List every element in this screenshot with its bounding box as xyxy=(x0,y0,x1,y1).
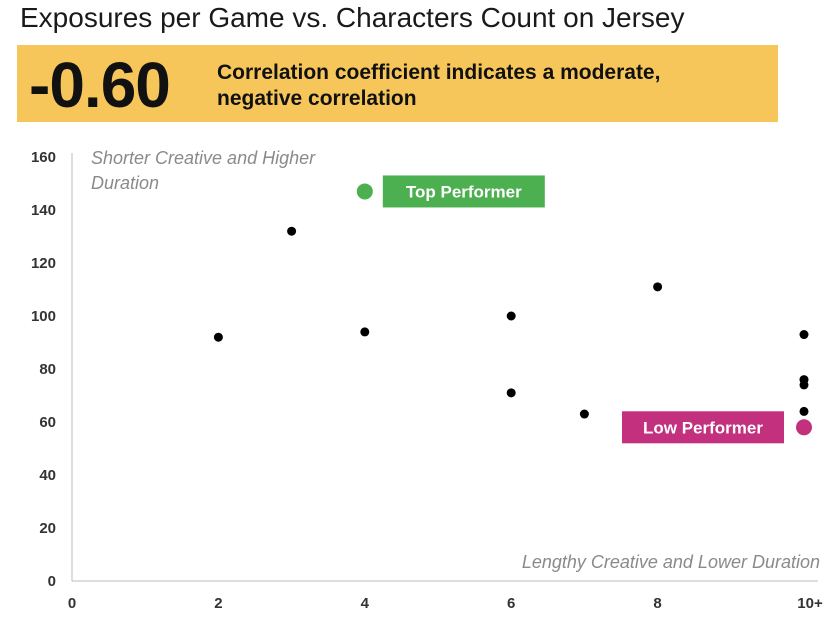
top-performer-tag xyxy=(382,175,545,208)
chart-title: Exposures per Game vs. Characters Count … xyxy=(20,2,685,33)
x-tick-labels: 0 2 4 6 8 10+ xyxy=(68,595,823,612)
y-tick-labels: 0 20 40 60 80 100 120 140 160 xyxy=(31,149,56,590)
data-point xyxy=(287,226,297,236)
top-performer-point xyxy=(356,183,373,200)
y-tick-label: 160 xyxy=(31,149,56,166)
highlight-points: Top Performer Low Performer xyxy=(356,175,812,444)
y-tick-label: 140 xyxy=(31,202,56,219)
data-point xyxy=(213,332,223,342)
y-tick-label: 40 xyxy=(39,467,56,484)
data-point xyxy=(506,311,516,321)
x-tick-label: 2 xyxy=(214,595,222,612)
data-point xyxy=(799,330,809,340)
y-tick-label: 80 xyxy=(39,361,56,378)
correlation-banner: -0.60 Correlation coefficient indicates … xyxy=(17,45,778,122)
y-tick-label: 0 xyxy=(48,573,56,590)
low-performer-point xyxy=(796,419,812,436)
y-tick-label: 60 xyxy=(39,414,56,431)
data-point xyxy=(653,282,663,292)
x-tick-label: 6 xyxy=(507,595,515,612)
correlation-description-line2: negative correlation xyxy=(217,87,417,110)
data-points xyxy=(213,226,809,419)
data-point xyxy=(360,327,370,337)
x-tick-label: 4 xyxy=(361,595,370,612)
x-tick-label: 0 xyxy=(68,595,76,612)
annotation-top-left-line1: Shorter Creative and Higher xyxy=(91,148,316,168)
correlation-value: -0.60 xyxy=(29,49,171,121)
x-tick-label: 10+ xyxy=(797,595,823,612)
y-tick-label: 120 xyxy=(31,255,56,272)
x-tick-label: 8 xyxy=(653,595,661,612)
annotation-top-left-line2: Duration xyxy=(91,173,159,193)
data-point xyxy=(579,409,589,419)
low-performer-tag xyxy=(622,411,784,444)
y-tick-label: 100 xyxy=(31,308,56,325)
data-point xyxy=(799,380,809,390)
y-tick-label: 20 xyxy=(39,520,56,537)
low-performer-label: Low Performer xyxy=(643,418,763,437)
top-performer-label: Top Performer xyxy=(406,182,522,201)
annotation-bottom-right: Lengthy Creative and Lower Duration xyxy=(522,552,820,572)
correlation-description: Correlation coefficient indicates a mode… xyxy=(217,60,777,112)
data-point xyxy=(506,388,516,398)
data-point xyxy=(799,406,809,416)
correlation-description-line1: Correlation coefficient indicates a mode… xyxy=(217,61,661,84)
